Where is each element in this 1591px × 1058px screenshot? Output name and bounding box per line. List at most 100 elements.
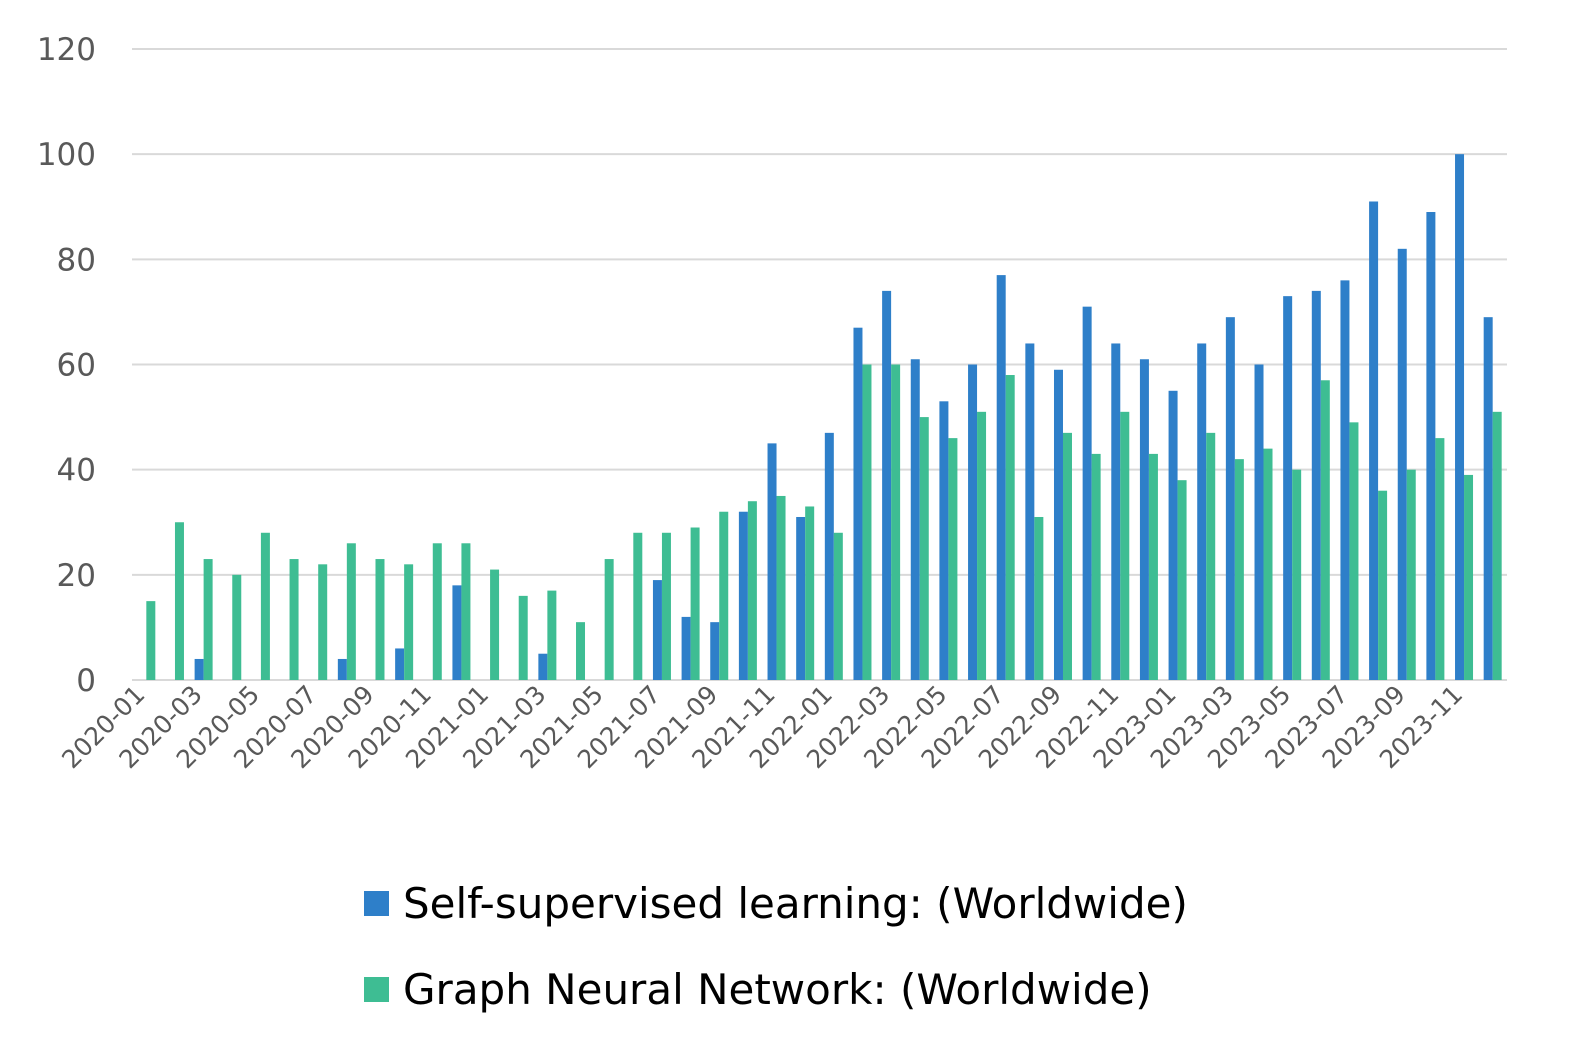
bar-graph-neural-network-2022-05: [948, 438, 958, 680]
bar-graph-neural-network-2021-03: [547, 590, 557, 680]
bar-graph-neural-network-2022-06: [977, 411, 987, 680]
bar-graph-neural-network-2023-02: [1206, 432, 1216, 680]
bar-graph-neural-network-2023-10: [1435, 438, 1445, 680]
bar-self-supervised-2021-08: [681, 616, 691, 680]
bar-graph-neural-network-2021-02: [518, 595, 528, 680]
bars: [146, 154, 1502, 681]
bar-graph-neural-network-2020-07: [318, 564, 328, 680]
bar-graph-neural-network-2022-04: [919, 417, 929, 680]
bar-self-supervised-2022-09: [1053, 369, 1063, 680]
bar-self-supervised-2023-08: [1369, 201, 1379, 680]
bar-graph-neural-network-2021-07: [661, 532, 671, 680]
bar-graph-neural-network-2020-06: [289, 559, 299, 680]
bar-self-supervised-2022-02: [853, 327, 863, 680]
bar-self-supervised-2021-10: [738, 511, 748, 680]
bar-self-supervised-2023-05: [1283, 296, 1293, 680]
bar-graph-neural-network-2021-04: [576, 622, 586, 680]
bar-graph-neural-network-2020-01: [146, 601, 156, 680]
bar-self-supervised-2023-07: [1340, 280, 1350, 680]
bar-self-supervised-2022-12: [1139, 359, 1149, 680]
y-tick-label: 0: [76, 663, 96, 699]
bar-self-supervised-2023-06: [1311, 290, 1321, 680]
x-axis-ticks: 2020-012020-032020-052020-072020-092020-…: [56, 680, 1468, 774]
bar-graph-neural-network-2022-10: [1091, 453, 1101, 680]
bar-graph-neural-network-2023-01: [1177, 480, 1187, 680]
bar-graph-neural-network-2022-08: [1034, 516, 1044, 680]
bar-graph-neural-network-2022-09: [1062, 432, 1072, 680]
bar-self-supervised-2020-08: [337, 658, 347, 680]
bar-graph-neural-network-2022-11: [1120, 411, 1130, 680]
y-tick-label: 60: [57, 348, 96, 384]
bar-graph-neural-network-2022-02: [862, 364, 872, 680]
bar-chart: 0 20 40 60 80 100 120 2020-012020-032020-05202…: [37, 32, 1507, 774]
bar-graph-neural-network-2021-08: [690, 527, 700, 680]
bar-graph-neural-network-2023-05: [1292, 469, 1302, 680]
bar-self-supervised-2022-04: [910, 359, 920, 680]
bar-graph-neural-network-2021-06: [633, 532, 643, 680]
bar-self-supervised-2023-10: [1426, 212, 1436, 680]
y-tick-label: 100: [37, 137, 96, 173]
bar-graph-neural-network-2020-03: [203, 559, 213, 680]
legend-label-graph-neural-network: Graph Neural Network: (Worldwide): [403, 964, 1152, 1014]
bar-self-supervised-2022-07: [996, 275, 1006, 680]
bar-self-supervised-2021-12: [796, 516, 806, 680]
bar-self-supervised-2023-11: [1455, 154, 1465, 680]
bar-graph-neural-network-2020-12: [461, 543, 471, 680]
bar-self-supervised-2020-10: [395, 648, 405, 680]
bar-graph-neural-network-2023-09: [1406, 469, 1416, 680]
bar-self-supervised-2023-01: [1168, 390, 1178, 680]
bar-graph-neural-network-2021-05: [604, 559, 614, 680]
bar-self-supervised-2022-03: [882, 290, 892, 680]
bar-graph-neural-network-2020-04: [232, 574, 242, 680]
bar-graph-neural-network-2023-07: [1349, 422, 1359, 680]
bar-self-supervised-2020-12: [452, 585, 462, 680]
bar-graph-neural-network-2020-09: [375, 559, 385, 680]
bar-self-supervised-2022-01: [824, 432, 834, 680]
bar-self-supervised-2022-10: [1082, 306, 1092, 680]
bar-self-supervised-2023-04: [1254, 364, 1264, 680]
bar-self-supervised-2022-05: [939, 401, 949, 680]
legend: Self-supervised learning: (Worldwide) Gr…: [364, 860, 1188, 1032]
bar-graph-neural-network-2022-12: [1148, 453, 1158, 680]
bar-graph-neural-network-2020-05: [260, 532, 270, 680]
bar-self-supervised-2020-03: [194, 658, 204, 680]
bar-graph-neural-network-2020-11: [432, 543, 442, 680]
bar-graph-neural-network-2021-01: [490, 569, 500, 680]
y-tick-label: 120: [37, 32, 96, 68]
y-tick-label: 80: [57, 242, 96, 278]
legend-label-self-supervised: Self-supervised learning: (Worldwide): [403, 878, 1188, 928]
bar-graph-neural-network-2020-08: [346, 543, 356, 680]
legend-item-self-supervised: Self-supervised learning: (Worldwide): [364, 860, 1188, 946]
bar-graph-neural-network-2020-10: [404, 564, 414, 680]
bar-graph-neural-network-2021-09: [719, 511, 729, 680]
legend-swatch-self-supervised: [364, 890, 389, 916]
bar-self-supervised-2022-11: [1111, 343, 1121, 680]
legend-swatch-graph-neural-network: [364, 976, 389, 1002]
bar-self-supervised-2022-06: [968, 364, 978, 680]
bar-graph-neural-network-2021-10: [747, 501, 757, 680]
legend-item-graph-neural-network: Graph Neural Network: (Worldwide): [364, 946, 1188, 1032]
y-axis-ticks: 0 20 40 60 80 100 120: [37, 32, 96, 699]
bar-self-supervised-2023-12: [1483, 317, 1493, 680]
bar-graph-neural-network-2023-04: [1263, 448, 1273, 680]
bar-graph-neural-network-2021-11: [776, 495, 786, 680]
bar-self-supervised-2023-03: [1225, 317, 1235, 680]
y-tick-label: 40: [57, 453, 96, 489]
bar-graph-neural-network-2022-03: [891, 364, 901, 680]
bar-self-supervised-2021-07: [652, 580, 662, 680]
gridlines: [132, 48, 1507, 681]
bar-graph-neural-network-2023-12: [1492, 411, 1502, 680]
bar-graph-neural-network-2021-12: [805, 506, 815, 680]
bar-graph-neural-network-2020-02: [174, 522, 184, 680]
bar-self-supervised-2023-09: [1397, 248, 1407, 681]
bar-graph-neural-network-2022-01: [833, 532, 843, 680]
bar-graph-neural-network-2022-07: [1005, 375, 1015, 680]
bar-graph-neural-network-2023-11: [1464, 474, 1474, 680]
bar-self-supervised-2022-08: [1025, 343, 1035, 680]
bar-self-supervised-2021-03: [538, 653, 548, 680]
y-tick-label: 20: [57, 558, 96, 594]
bar-self-supervised-2023-02: [1197, 343, 1207, 680]
bar-graph-neural-network-2023-06: [1320, 380, 1330, 680]
bar-self-supervised-2021-11: [767, 443, 777, 680]
bar-graph-neural-network-2023-03: [1234, 459, 1244, 680]
